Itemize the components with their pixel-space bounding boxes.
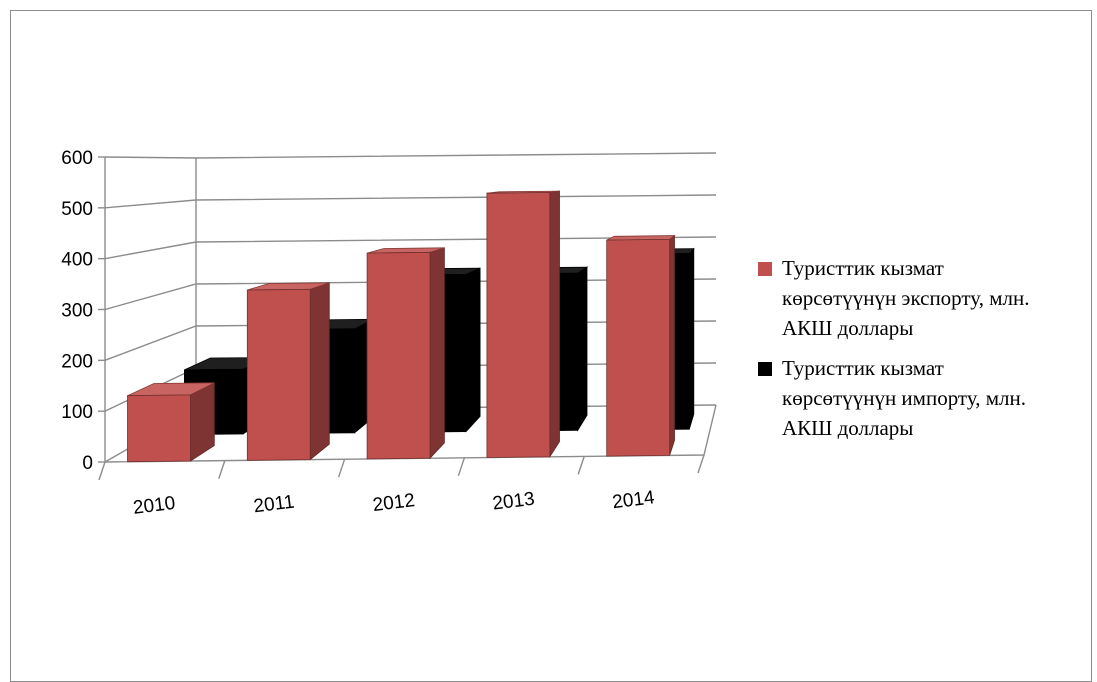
x-tick-mark: [98, 461, 106, 481]
legend-label-export: Туристтик кызмат көрсөтүүнүн экспорту, м…: [782, 256, 1030, 340]
bar-side: [189, 382, 215, 462]
x-tick-mark: [337, 458, 346, 478]
x-tick-label: 2010: [132, 493, 177, 519]
x-tick-label: 2012: [372, 490, 417, 516]
bar-side: [429, 247, 445, 460]
bar-side: [577, 266, 588, 432]
bar-side: [669, 234, 675, 456]
y-tick-label: 400: [61, 250, 93, 271]
bar-export-2013: [486, 190, 560, 459]
x-tick-label: 2014: [611, 487, 656, 513]
x-tick-label: 2013: [491, 489, 536, 515]
x-tick-mark: [577, 456, 585, 475]
x-axis-ticks: 2010 2011 2012 2013 2014: [132, 487, 656, 519]
legend-item-import: Туристтик кызмат көрсөтүүнүн импорту, мл…: [758, 353, 1048, 443]
x-tick-mark: [218, 460, 226, 479]
bar-side: [309, 282, 330, 461]
bar-front: [127, 394, 191, 463]
y-tick-label: 100: [61, 402, 93, 423]
y-tick-label: 300: [61, 301, 93, 322]
bar-front: [606, 238, 670, 457]
bar-export-2014: [606, 234, 676, 457]
legend-swatch-export: [758, 262, 772, 276]
bar-front: [366, 251, 431, 460]
bar-side: [465, 267, 481, 433]
bar-side: [549, 190, 560, 459]
legend-swatch-import: [758, 362, 772, 376]
y-tick-label: 600: [61, 148, 93, 169]
bar-export-2011: [246, 282, 330, 461]
y-tick-label: 0: [82, 453, 93, 474]
legend-item-export: Туристтик кызмат көрсөтүүнүн экспорту, м…: [758, 253, 1048, 343]
bars: [127, 190, 695, 463]
y-axis-ticks: 0 100 200 300 400 500 600: [61, 148, 93, 474]
x-tick-mark: [457, 457, 466, 477]
gridline: [104, 152, 717, 159]
legend-label-import: Туристтик кызмат көрсөтүүнүн импорту, мл…: [782, 356, 1026, 440]
bar-export-2012: [366, 247, 445, 460]
bar-front: [486, 192, 551, 458]
bar-export-2010: [127, 382, 215, 463]
x-tick-mark: [697, 454, 705, 474]
bar-front: [246, 288, 311, 461]
y-tick-label: 500: [61, 199, 93, 220]
legend: Туристтик кызмат көрсөтүүнүн экспорту, м…: [758, 253, 1048, 453]
bar-side: [688, 247, 695, 430]
y-tick-label: 200: [61, 351, 93, 372]
x-tick-label: 2011: [252, 492, 295, 518]
